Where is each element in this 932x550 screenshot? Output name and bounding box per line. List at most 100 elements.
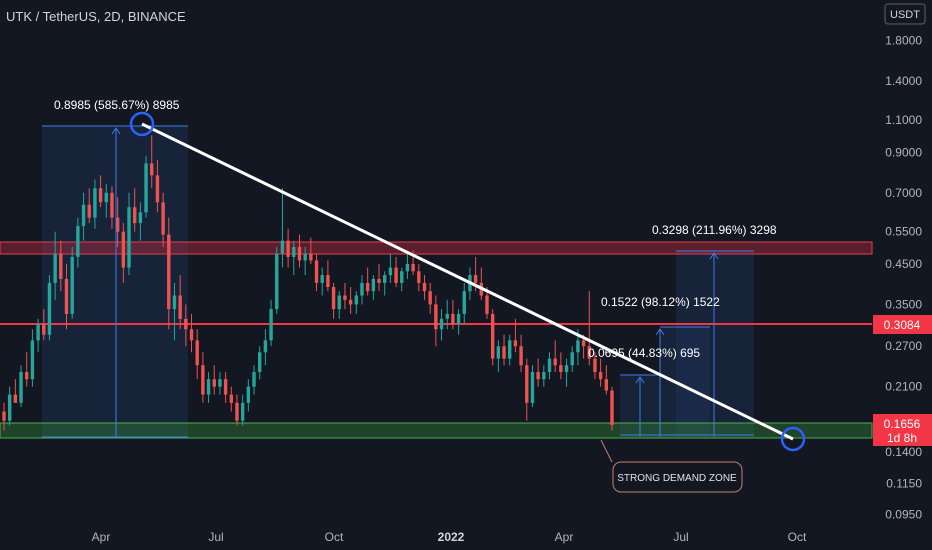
time-tick-label: Apr [555,530,574,544]
candle-body [280,240,285,254]
candle-body [172,295,177,310]
candle-body [456,313,461,324]
candle-body [598,372,603,380]
candle-body [417,271,421,283]
candle-body [314,260,319,283]
price-tick-label: 0.7000 [885,186,922,200]
price-tick-label: 0.5500 [885,225,922,239]
time-tick-label: 2022 [438,530,465,544]
candle-body [144,163,148,213]
candle-body [365,282,370,292]
candle-body [320,275,324,283]
candle-body [542,372,546,380]
candle-body [331,286,336,310]
candle-body [195,340,199,366]
candle-body [150,163,154,176]
candle-body [604,379,609,391]
candle-body [189,329,194,341]
measure-label-2: 0.3298 (211.96%) 3298 [652,223,777,237]
candle-body [587,346,591,359]
candle-body [394,267,398,283]
time-tick-label: Apr [92,530,111,544]
candle-body [610,390,614,425]
price-tick-label: 0.2100 [885,380,922,394]
chart-title: UTK / TetherUS, 2D, BINANCE [6,9,186,24]
candle-body [400,271,404,283]
candle-body [388,267,393,276]
currency-badge-label: USDT [890,9,920,21]
candle-body [269,309,273,341]
candle-body [570,352,574,366]
measure-box-3 [660,327,710,437]
candle-body [559,365,563,373]
time-tick-label: Oct [788,530,807,544]
measure-arrows [42,125,754,438]
candle-body [13,394,18,403]
price-axis: 1.8000 1.4000 1.1000 0.9000 0.7000 0.5500 0.45… [885,34,922,522]
candle-body [490,313,495,359]
demand-zone-callout [612,461,743,493]
candle-body [240,402,245,421]
candle-body [76,225,80,257]
current-price-countdown: 1d 8h [887,431,917,445]
candle-body [303,253,307,261]
candle-body [473,275,478,283]
candle-body [309,253,313,261]
time-tick-label: Jul [673,530,688,544]
price-tick-label: 0.1400 [885,445,922,459]
demand-zone [0,422,873,439]
candle-body [593,358,597,373]
candle-body [223,379,228,395]
candle-body [167,234,171,310]
candle-body [377,278,381,283]
candle-body [564,365,569,373]
price-tick-label: 0.1150 [886,477,922,491]
price-tick-label: 0.4500 [885,257,922,271]
measure-label-4: 0.0695 (44.83%) 695 [588,346,700,360]
time-tick-label: Jul [208,530,223,544]
candle-body [59,253,63,279]
candle-body [337,295,341,310]
candle-body [383,275,387,283]
level-price-label: 0.3084 [884,318,921,332]
candle-body [439,318,444,330]
price-tick-label: 0.2700 [885,339,922,353]
currency-badge[interactable] [884,3,926,25]
candle-body [508,340,512,359]
candle-body [115,217,120,232]
candle-body [184,318,188,330]
candle-body [445,313,449,319]
level-price-tag [873,315,932,334]
candle-body [127,207,131,268]
price-tick-label: 0.3500 [885,297,922,311]
candle-body [411,263,415,272]
candle-body [343,295,347,300]
candle-body [201,365,205,395]
candle-body [25,372,29,380]
price-tick-label: 1.1000 [885,113,922,127]
candle-body [47,282,52,335]
candle-body [257,352,262,373]
resistance-zone [0,241,873,255]
candle-body [161,202,165,235]
candle-body [292,246,296,257]
candle-body [513,340,518,347]
candle-body [348,299,353,305]
candle-body [235,402,239,421]
candle-body [155,175,160,203]
candle-body [428,291,432,305]
candle-body [132,207,137,224]
candle-body [326,275,330,287]
candle-body [218,379,222,387]
candle-body [7,394,12,421]
callout-pointer [600,439,613,463]
candle-body [19,372,23,403]
candle-body [553,358,557,366]
candle-body [405,263,410,272]
candle-body [229,394,233,403]
candle-body [547,358,552,373]
candle-body [519,346,523,366]
candle-body [422,282,427,292]
demand-zone-label: STRONG DEMAND ZONE [617,473,737,484]
